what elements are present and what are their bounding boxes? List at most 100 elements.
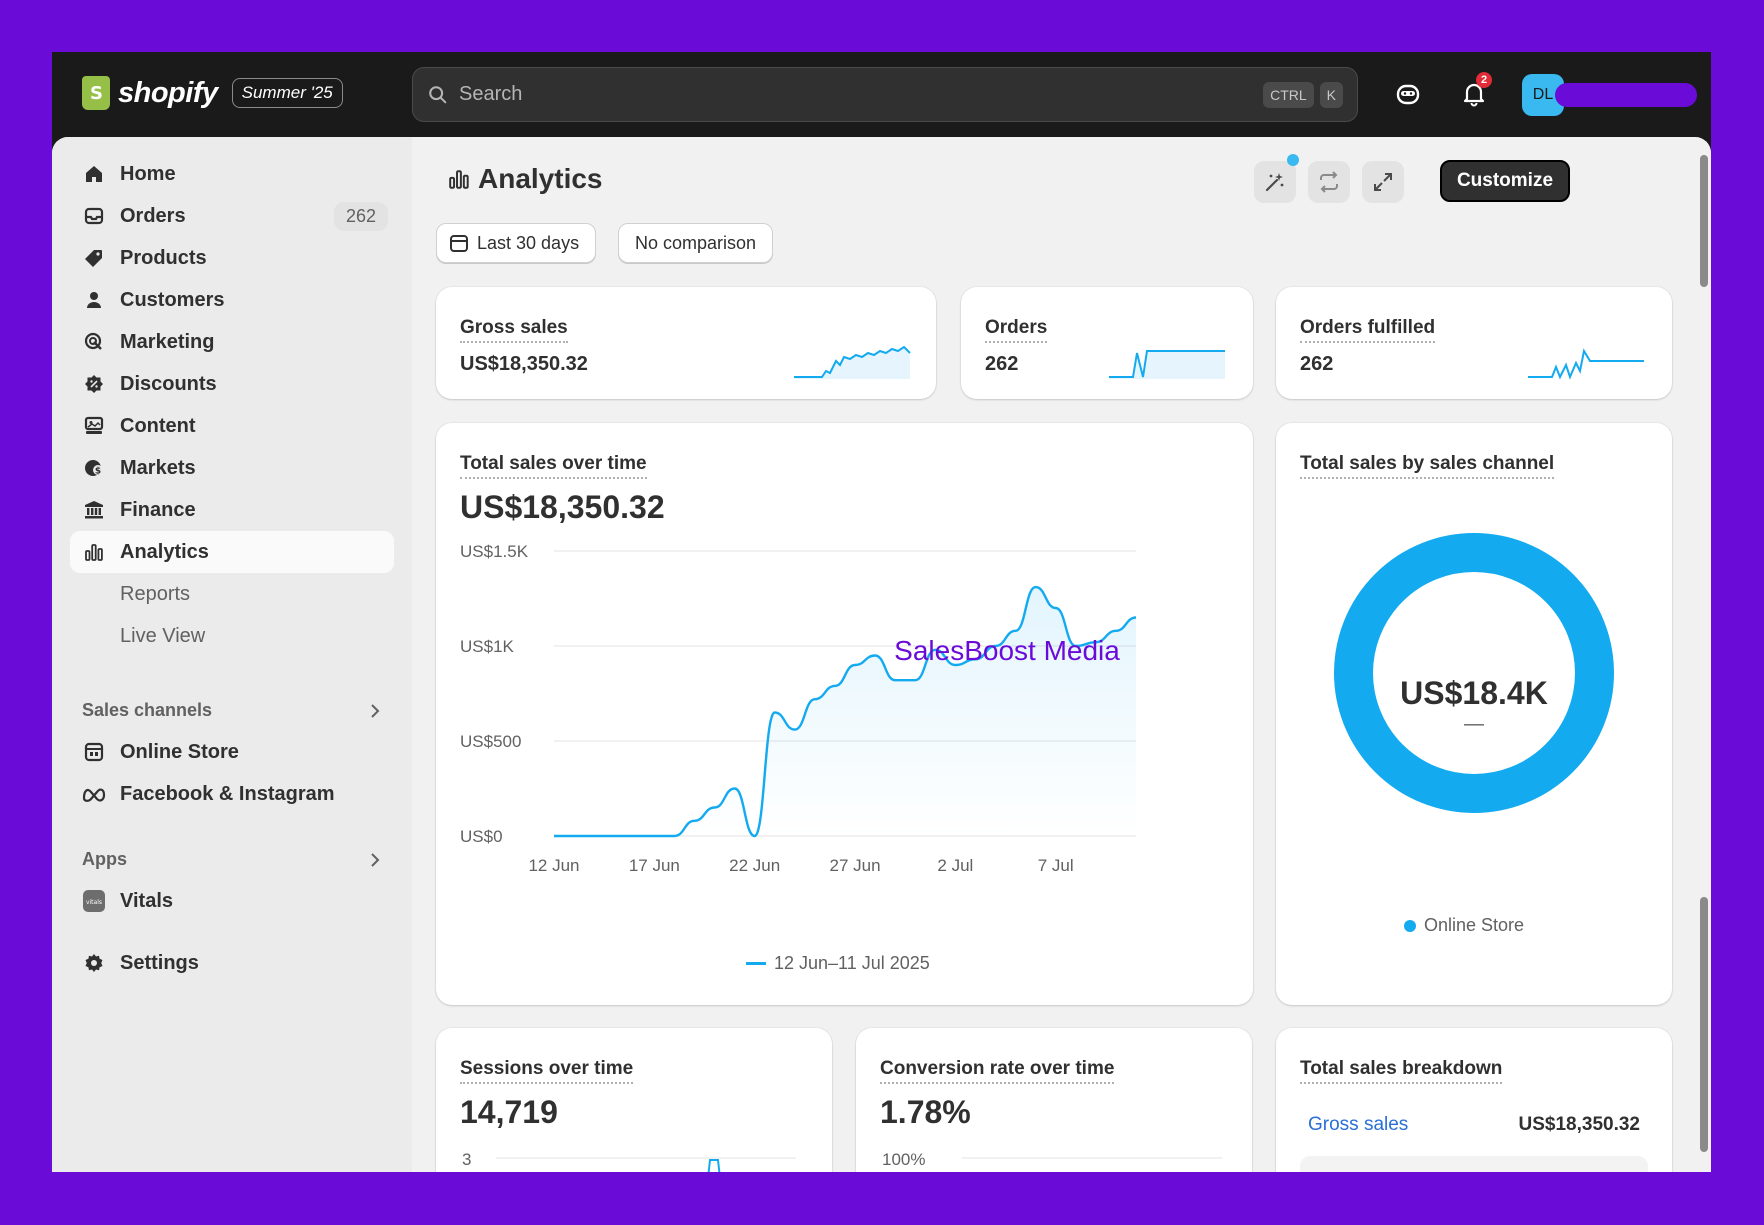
gross-sales-link[interactable]: Gross sales — [1308, 1114, 1409, 1135]
calendar-icon — [450, 235, 468, 252]
gross-sales-card[interactable]: Gross sales US$18,350.32 — [436, 287, 936, 399]
brand-name: shopify — [118, 76, 218, 109]
watermark-text: SalesBoost Media — [894, 635, 1120, 666]
vitals-app-icon: vitals — [82, 889, 106, 913]
notifications-button[interactable]: 2 — [1458, 72, 1492, 110]
sidebar-subitem-label: Reports — [120, 582, 191, 605]
sidebar-item-products[interactable]: Products — [70, 237, 394, 279]
sidebar-item-label: Facebook & Instagram — [120, 782, 335, 805]
sidebar-item-markets[interactable]: $ Markets — [70, 447, 394, 489]
sessions-value: 14,719 — [460, 1094, 558, 1130]
scrollbar[interactable] — [1697, 137, 1711, 1172]
total-sales-breakdown-card[interactable]: Total sales breakdown Gross sales US$18,… — [1276, 1028, 1672, 1172]
comparison-picker[interactable]: No comparison — [618, 223, 774, 263]
sidebar-item-finance[interactable]: Finance — [70, 489, 394, 531]
y-tick-label: US$500 — [460, 732, 521, 751]
new-indicator-dot — [1287, 154, 1299, 166]
donut-slice-online-store[interactable] — [1334, 533, 1614, 813]
sidebar-item-home[interactable]: Home — [70, 153, 394, 195]
card-title: Total sales by sales channel — [1300, 453, 1555, 479]
discount-icon — [82, 372, 106, 396]
total-sales-value: US$18,350.32 — [460, 489, 665, 525]
sidebar-item-content[interactable]: Content — [70, 405, 394, 447]
sidebar-item-live-view[interactable]: Live View — [70, 615, 394, 657]
date-range-picker[interactable]: Last 30 days — [436, 223, 597, 263]
magic-sparkle-icon — [1265, 173, 1284, 192]
sidebar-item-analytics[interactable]: Analytics — [70, 531, 394, 573]
comparison-label: No comparison — [635, 232, 757, 253]
legend-label: Online Store — [1424, 915, 1525, 935]
scrollbar-thumb-lower[interactable] — [1700, 897, 1708, 1152]
search-bar[interactable]: CTRL K — [412, 67, 1358, 122]
user-avatar[interactable]: DL — [1522, 74, 1564, 116]
total-sales-over-time-card[interactable]: Total sales over time US$18,350.32 US$0 U… — [436, 423, 1253, 1005]
conversion-rate-card[interactable]: Conversion rate over time 1.78% 100% — [856, 1028, 1252, 1172]
sales-channels-header[interactable]: Sales channels — [82, 700, 382, 721]
fullscreen-button[interactable] — [1362, 161, 1404, 203]
sidekick-button[interactable] — [1392, 78, 1424, 110]
notification-badge: 2 — [1476, 72, 1492, 88]
apps-heading: Apps — [82, 849, 127, 869]
inbox-icon — [82, 204, 106, 228]
x-tick-label: 2 Jul — [937, 856, 973, 875]
sales-by-channel-card[interactable]: Total sales by sales channel US$18.4K — … — [1276, 423, 1672, 1005]
main-content: Analytics Customize Last 30 days No comp… — [412, 137, 1711, 1172]
customize-button[interactable]: Customize — [1440, 160, 1570, 202]
repeat-icon — [1320, 171, 1338, 193]
bar-chart-icon — [82, 540, 106, 564]
y-tick-label: 3 — [462, 1150, 472, 1169]
shopify-bag-icon — [82, 76, 110, 110]
meta-icon — [82, 782, 106, 806]
conversion-value: 1.78% — [880, 1094, 971, 1130]
store-icon — [82, 740, 106, 764]
sidebar-item-marketing[interactable]: Marketing — [70, 321, 394, 363]
gross-sales-sparkline — [794, 345, 911, 379]
search-icon — [429, 85, 447, 103]
store-name-redacted[interactable] — [1555, 83, 1697, 107]
edition-badge[interactable]: Summer '25 — [231, 78, 343, 108]
bell-icon — [1463, 83, 1485, 107]
card-value: 262 — [1300, 353, 1334, 375]
app-window: shopify Summer '25 CTRL K 2 DL Home — [52, 52, 1711, 1172]
y-tick-label: US$0 — [460, 827, 503, 846]
refresh-button[interactable] — [1308, 161, 1350, 203]
card-title: Gross sales — [460, 317, 568, 343]
sales-channel-donut-chart[interactable] — [1276, 523, 1672, 883]
chevron-right-icon — [371, 703, 380, 718]
gear-icon — [82, 951, 106, 975]
total-sales-line-chart[interactable]: US$0 US$500 US$1K US$1.5K 12 Jun 17 Jun 22 Jun… — [436, 541, 1253, 921]
sidebar-item-online-store[interactable]: Online Store — [70, 731, 394, 773]
donut-center-sub: — — [1464, 713, 1484, 735]
apps-header[interactable]: Apps — [82, 849, 382, 870]
home-icon — [82, 162, 106, 186]
breakdown-bar — [1300, 1156, 1648, 1172]
sidebar-item-settings[interactable]: Settings — [70, 942, 394, 984]
content-panel: Home Orders 262 Products Customers Marke… — [52, 137, 1711, 1172]
sidebar-item-label: Finance — [120, 498, 196, 521]
sidebar-item-discounts[interactable]: Discounts — [70, 363, 394, 405]
search-input[interactable] — [459, 83, 1258, 106]
magic-button[interactable] — [1254, 154, 1299, 203]
sidebar: Home Orders 262 Products Customers Marke… — [52, 137, 412, 1172]
sidebar-item-label: Content — [120, 414, 196, 437]
breakdown-row: Gross sales US$18,350.32 — [1308, 1114, 1640, 1136]
sidebar-item-vitals[interactable]: vitals Vitals — [70, 880, 394, 922]
sidebar-item-customers[interactable]: Customers — [70, 279, 394, 321]
sessions-card[interactable]: Sessions over time 14,719 3 — [436, 1028, 832, 1172]
sidebar-item-label: Discounts — [120, 372, 217, 395]
sidebar-item-label: Orders — [120, 204, 186, 227]
orders-fulfilled-card[interactable]: Orders fulfilled 262 — [1276, 287, 1672, 399]
sidebar-item-orders[interactable]: Orders 262 — [70, 195, 394, 237]
card-title: Total sales over time — [460, 453, 647, 479]
shopify-logo[interactable]: shopify Summer '25 — [82, 76, 343, 110]
svg-text:$: $ — [95, 467, 101, 477]
donut-center-value: US$18.4K — [1400, 675, 1548, 711]
sidebar-item-facebook-instagram[interactable]: Facebook & Instagram — [70, 773, 394, 815]
sidebar-item-label: Marketing — [120, 330, 215, 353]
sidebar-item-reports[interactable]: Reports — [70, 573, 394, 615]
chart-legend: 12 Jun–11 Jul 2025 — [746, 953, 930, 974]
orders-card[interactable]: Orders 262 — [961, 287, 1253, 399]
sidebar-item-label: Vitals — [120, 889, 173, 912]
scrollbar-thumb[interactable] — [1700, 155, 1708, 287]
svg-text:vitals: vitals — [86, 899, 102, 906]
